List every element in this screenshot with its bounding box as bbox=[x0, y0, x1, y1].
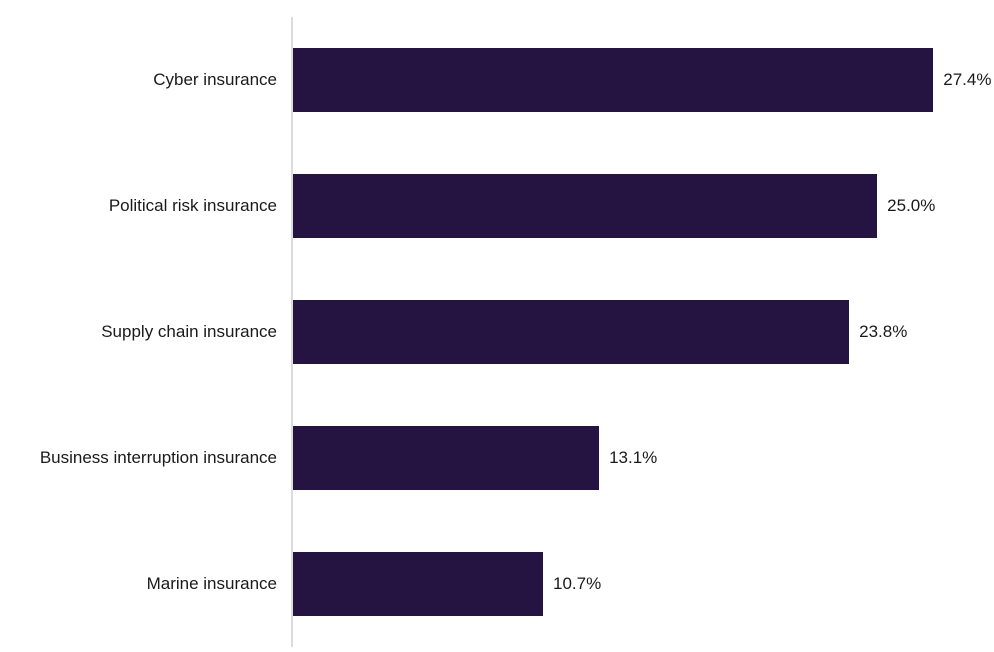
chart-row: Business interruption insurance 13.1% bbox=[0, 395, 994, 521]
value-label: 13.1% bbox=[609, 448, 658, 467]
value-label: 10.7% bbox=[553, 574, 602, 593]
bar bbox=[293, 48, 934, 112]
plot-area: 13.1% bbox=[291, 395, 994, 521]
chart-row: Supply chain insurance 23.8% bbox=[0, 269, 994, 395]
value-label: 25.0% bbox=[887, 196, 936, 215]
category-label: Supply chain insurance bbox=[101, 321, 277, 341]
chart-row: Marine insurance 10.7% bbox=[0, 521, 994, 647]
category-label: Marine insurance bbox=[146, 573, 277, 593]
category-label: Cyber insurance bbox=[153, 69, 277, 89]
bar bbox=[293, 552, 544, 616]
category-label: Political risk insurance bbox=[108, 195, 277, 215]
bar bbox=[293, 426, 600, 490]
value-label: 23.8% bbox=[859, 322, 908, 341]
plot-area: 25.0% bbox=[291, 143, 994, 269]
bar bbox=[293, 300, 850, 364]
chart-row: Political risk insurance 25.0% bbox=[0, 143, 994, 269]
plot-area: 10.7% bbox=[291, 521, 994, 647]
plot-area: 27.4% bbox=[291, 17, 994, 143]
value-label: 27.4% bbox=[943, 70, 992, 89]
category-label: Business interruption insurance bbox=[39, 447, 277, 467]
plot-area: 23.8% bbox=[291, 269, 994, 395]
bar bbox=[293, 174, 878, 238]
chart-row: Cyber insurance 27.4% bbox=[0, 17, 994, 143]
